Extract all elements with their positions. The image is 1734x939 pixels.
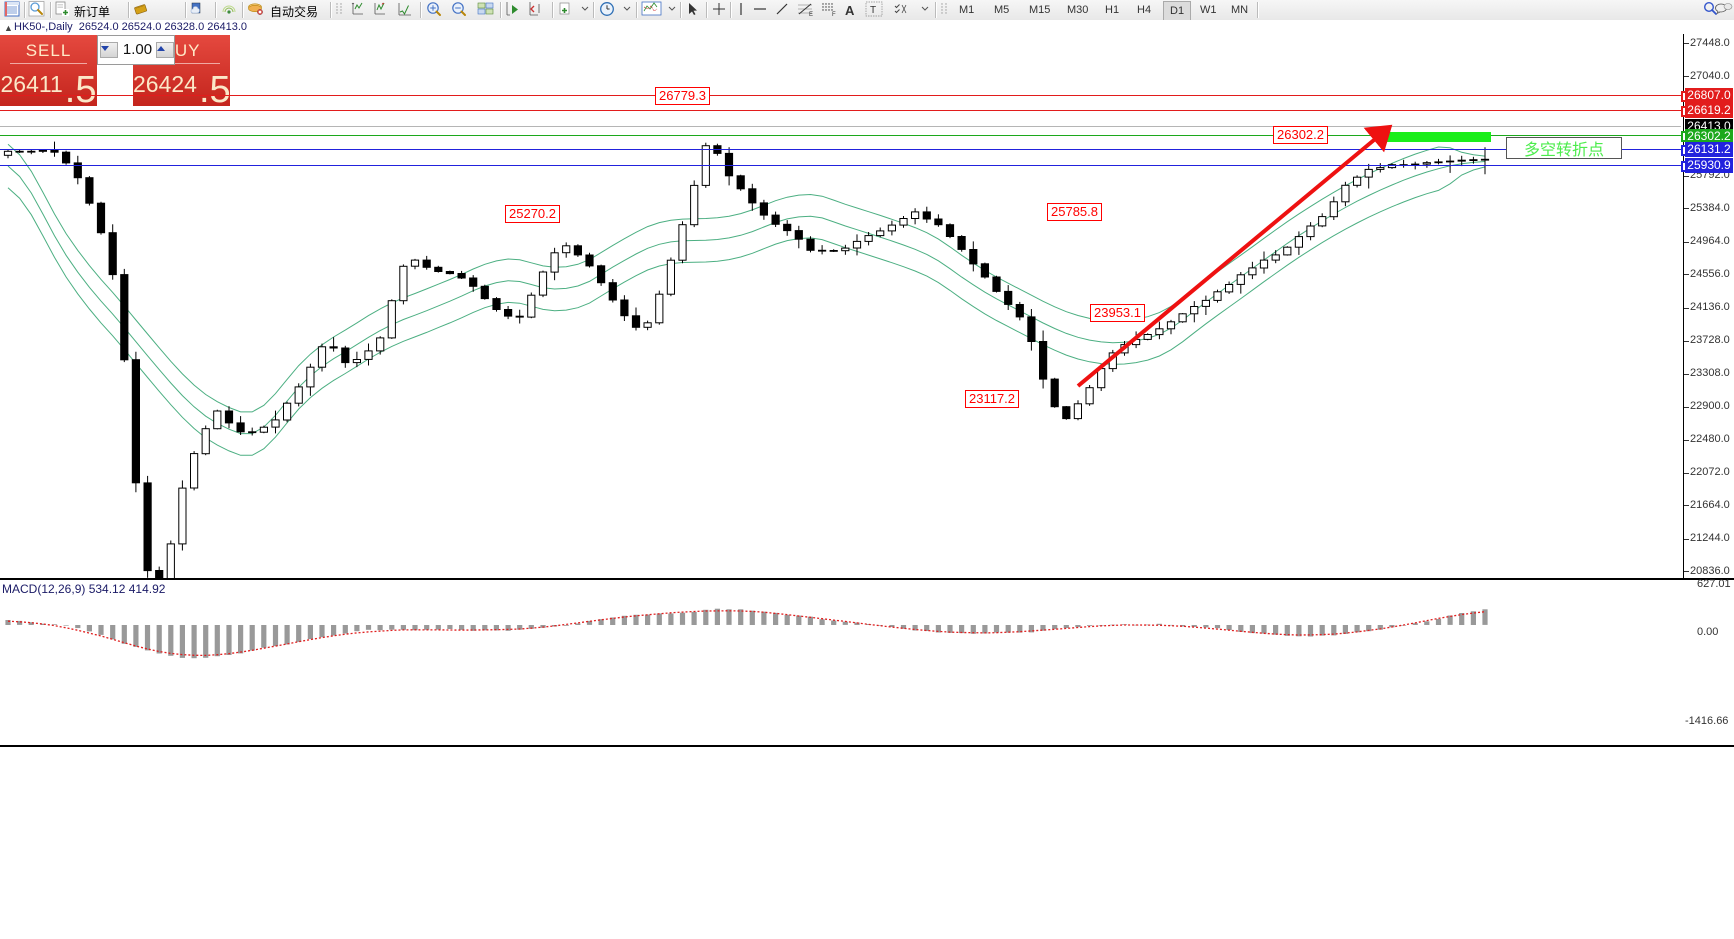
svg-text:F: F (832, 12, 836, 17)
svg-text:T: T (870, 5, 876, 16)
svg-text:E: E (809, 12, 813, 17)
